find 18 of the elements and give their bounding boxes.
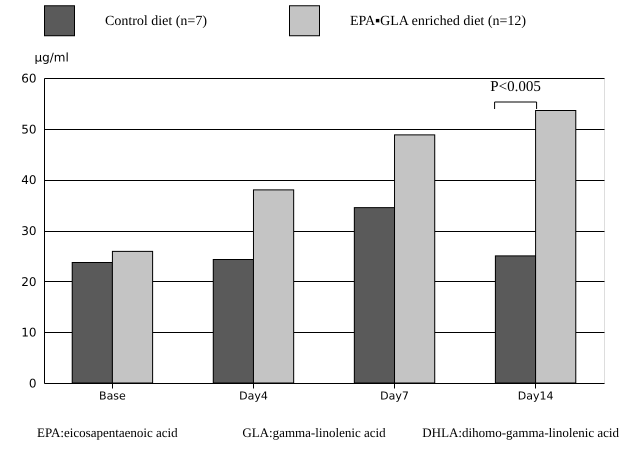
y-tick-label: 0 [28, 376, 36, 390]
x-tick-label: Day4 [239, 390, 268, 402]
y-tick-label: 20 [21, 274, 36, 289]
y-tick-label: 60 [21, 72, 36, 86]
x-tick-label: Day14 [518, 390, 554, 402]
y-tick-label: 50 [21, 122, 36, 136]
x-tick-label: Base [99, 390, 126, 402]
y-axis-title: μg/ml [34, 50, 69, 64]
text: EPA:eicosapentaenoic acid [36, 425, 178, 440]
annotation: P<0.005 [490, 79, 541, 95]
y-tick-label: 40 [21, 173, 36, 188]
legend-label: Control diet (n=7) [105, 14, 208, 29]
y-tick-label: 10 [21, 326, 36, 340]
text: GLA:gamma-linolenic acid [242, 425, 386, 440]
legend-label: EPA▪GLA enriched diet (n=12) [350, 14, 526, 29]
text: DHLA:dihomo-gamma-linolenic acid [422, 425, 620, 440]
x-tick-label: Day7 [380, 390, 409, 402]
y-tick-label: 30 [21, 224, 36, 238]
